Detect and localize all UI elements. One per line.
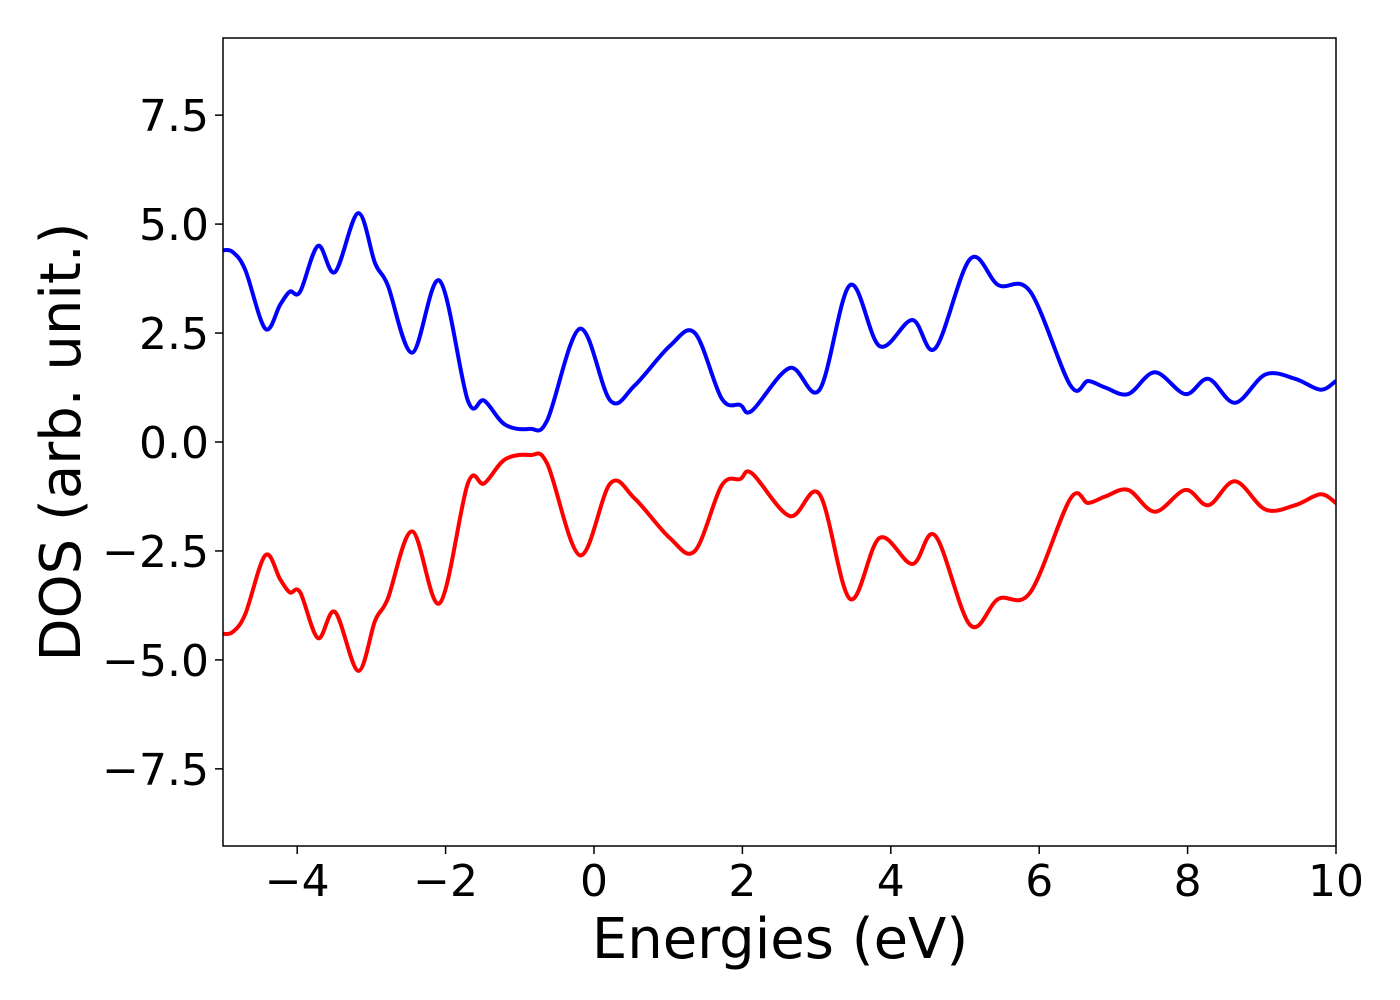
x-tick-label: 6: [1025, 856, 1053, 907]
y-tick-label: −7.5: [102, 745, 209, 796]
y-tick-label: 7.5: [139, 91, 209, 142]
y-tick-label: 0.0: [139, 418, 209, 469]
x-tick-label: 2: [728, 856, 756, 907]
x-tick-label: 8: [1174, 856, 1202, 907]
line: [223, 451, 1336, 673]
x-tick-label: 10: [1308, 856, 1364, 907]
x-tick-label: 4: [877, 856, 905, 907]
x-axis-label: Energies (eV): [592, 907, 968, 972]
x-tick-label: −2: [413, 856, 478, 907]
x-tick-label: 0: [580, 856, 608, 907]
x-tick-label: −4: [265, 856, 330, 907]
y-tick-label: −2.5: [102, 527, 209, 578]
y-axis-label: DOS (arb. unit.): [29, 222, 94, 661]
line: [223, 211, 1336, 433]
y-tick-label: 5.0: [139, 200, 209, 251]
plot-frame: [222, 37, 1337, 847]
y-tick-label: 2.5: [139, 309, 209, 360]
y-tick-label: −5.0: [102, 636, 209, 687]
